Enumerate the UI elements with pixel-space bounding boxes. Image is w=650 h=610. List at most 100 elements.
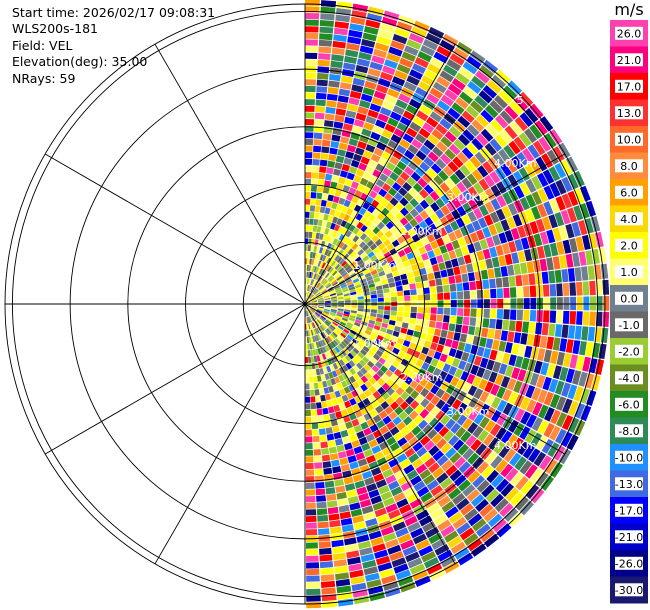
- velocity-gate: [394, 326, 401, 333]
- velocity-gate: [466, 124, 480, 137]
- velocity-gate: [310, 296, 316, 301]
- velocity-gate: [331, 47, 345, 56]
- velocity-gate: [453, 47, 469, 61]
- velocity-gate: [338, 176, 346, 185]
- velocity-gate: [556, 351, 565, 366]
- velocity-gate: [435, 198, 446, 209]
- velocity-gate: [483, 348, 492, 359]
- velocity-gate: [310, 265, 314, 272]
- velocity-gate: [514, 355, 524, 368]
- velocity-gate: [319, 26, 334, 34]
- velocity-gate: [419, 267, 427, 276]
- velocity-gate: [325, 283, 332, 289]
- velocity-gate: [453, 332, 461, 341]
- velocity-gate: [456, 193, 467, 205]
- velocity-gate: [463, 290, 470, 300]
- velocity-gate: [318, 300, 324, 303]
- velocity-gate: [376, 141, 387, 151]
- velocity-gate: [466, 55, 482, 70]
- velocity-gate: [549, 182, 561, 198]
- velocity-gate: [312, 252, 316, 259]
- velocity-gate: [321, 279, 327, 285]
- velocity-gate: [321, 255, 327, 262]
- velocity-gate: [362, 255, 370, 262]
- velocity-gate: [476, 133, 489, 147]
- velocity-gate: [511, 367, 521, 380]
- velocity-gate: [343, 253, 350, 260]
- velocity-gate: [383, 292, 391, 298]
- velocity-gate: [454, 248, 463, 258]
- velocity-gate: [364, 308, 371, 313]
- velocity-gate: [582, 281, 590, 296]
- velocity-gate: [358, 275, 366, 281]
- velocity-gate: [397, 235, 406, 244]
- velocity-gate: [329, 293, 337, 297]
- velocity-gate: [344, 297, 351, 301]
- velocity-gate: [429, 286, 437, 294]
- velocity-gate: [548, 323, 556, 337]
- velocity-gate: [353, 266, 361, 273]
- velocity-gate: [502, 276, 510, 288]
- velocity-gate: [331, 301, 338, 304]
- colorbar-tick-label: -13.0: [615, 478, 643, 491]
- velocity-gate: [316, 246, 321, 253]
- velocity-gate: [317, 306, 324, 309]
- velocity-gate: [395, 202, 404, 212]
- velocity-gate: [369, 61, 383, 71]
- velocity-gate: [475, 70, 490, 84]
- colorbar-tick-label: -21.0: [615, 531, 643, 544]
- velocity-gate: [488, 224, 498, 236]
- velocity-gate: [348, 166, 358, 175]
- velocity-gate: [324, 297, 331, 301]
- velocity-gate: [325, 282, 331, 288]
- velocity-gate: [476, 346, 485, 357]
- velocity-gate: [322, 291, 329, 296]
- velocity-gate: [336, 256, 343, 263]
- velocity-gate: [402, 182, 412, 192]
- velocity-gate: [379, 135, 390, 145]
- velocity-gate: [328, 288, 335, 293]
- velocity-gate: [565, 339, 574, 354]
- velocity-gate: [390, 306, 398, 311]
- velocity-gate: [419, 210, 429, 220]
- velocity-gate: [453, 138, 466, 151]
- velocity-gate: [334, 189, 342, 197]
- velocity-gate: [316, 86, 328, 93]
- velocity-gate: [347, 258, 355, 265]
- velocity-gate: [365, 165, 375, 175]
- velocity-gate: [484, 142, 497, 156]
- velocity-gate: [517, 225, 527, 238]
- velocity-gate: [496, 195, 507, 208]
- velocity-gate: [371, 298, 378, 302]
- velocity-gate: [343, 157, 353, 166]
- velocity-gate: [348, 270, 355, 276]
- velocity-gate: [490, 198, 501, 211]
- velocity-gate: [320, 226, 326, 234]
- velocity-gate: [575, 355, 585, 371]
- velocity-gate: [486, 359, 495, 371]
- velocity-gate: [379, 107, 392, 117]
- velocity-gate: [468, 326, 476, 336]
- velocity-gate: [336, 183, 344, 191]
- colorbar-tick-label: -10.0: [615, 451, 643, 464]
- velocity-gate: [328, 188, 336, 196]
- velocity-gate: [360, 278, 367, 284]
- velocity-gate: [522, 148, 535, 163]
- velocity-gate: [362, 244, 370, 252]
- velocity-gate: [315, 232, 320, 240]
- velocity-gate: [331, 306, 338, 309]
- velocity-gate: [409, 208, 419, 218]
- velocity-gate: [561, 382, 571, 398]
- velocity-gate: [351, 195, 360, 204]
- velocity-gate: [324, 120, 334, 128]
- velocity-gate: [305, 32, 319, 40]
- velocity-gate: [318, 53, 331, 60]
- velocity-gate: [408, 277, 415, 284]
- velocity-gate: [354, 284, 362, 289]
- velocity-gate: [585, 341, 594, 357]
- velocity-gate: [391, 76, 406, 87]
- velocity-gate: [305, 264, 307, 271]
- velocity-gate: [344, 300, 351, 303]
- velocity-gate: [424, 195, 435, 206]
